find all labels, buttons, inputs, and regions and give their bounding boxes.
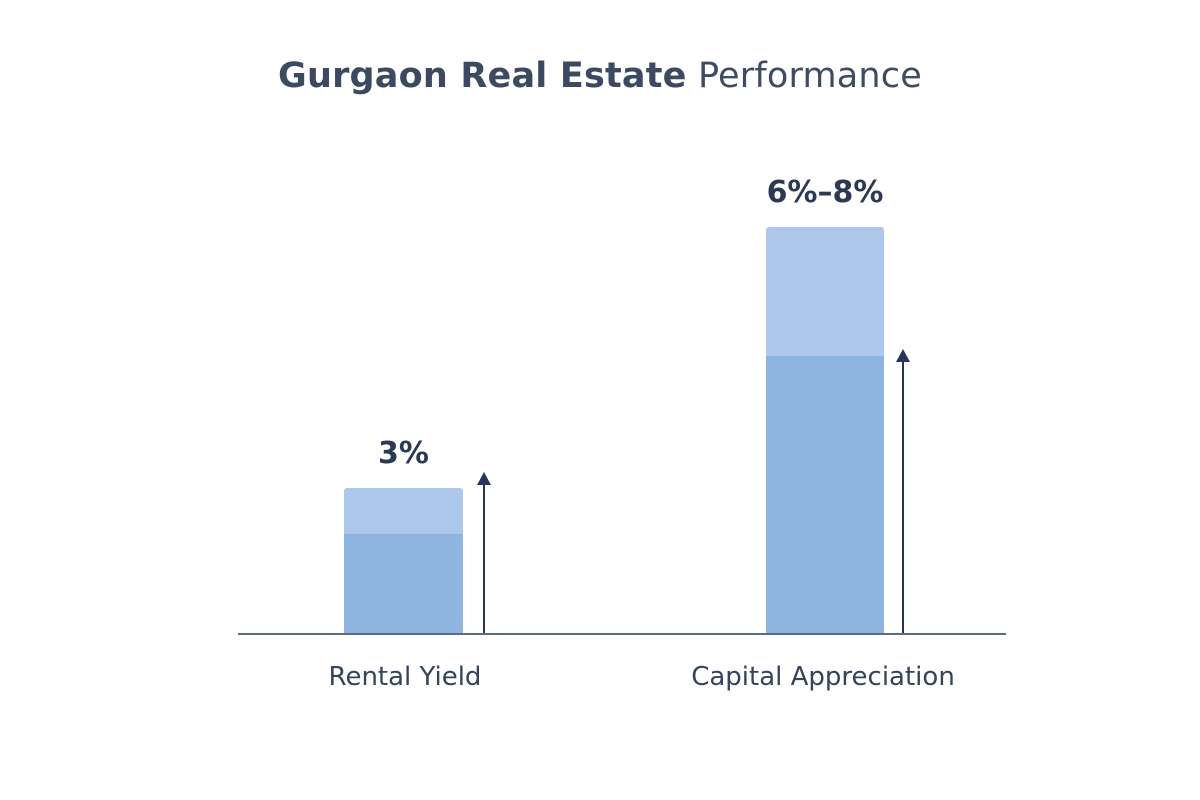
bar-rental-yield — [344, 488, 463, 634]
value-label-capital-appreciation: 6%–8% — [766, 175, 884, 210]
chart-title: Gurgaon Real Estate Performance — [0, 56, 1200, 96]
bar-segment-upper — [344, 488, 463, 534]
chart-title-light: Performance — [697, 56, 922, 96]
bar-segment-lower — [344, 534, 463, 634]
bar-segment-lower — [766, 356, 884, 634]
category-label-capital-appreciation: Capital Appreciation — [691, 662, 955, 692]
arrow-up-icon — [477, 472, 491, 634]
bar-capital-appreciation — [766, 227, 884, 634]
chart-title-bold: Gurgaon Real Estate — [278, 56, 687, 96]
bar-segment-upper — [766, 227, 884, 356]
value-label-rental-yield: 3% — [378, 436, 429, 471]
arrow-up-icon — [896, 349, 910, 634]
category-label-rental-yield: Rental Yield — [328, 662, 482, 692]
x-axis-line — [238, 633, 1006, 635]
